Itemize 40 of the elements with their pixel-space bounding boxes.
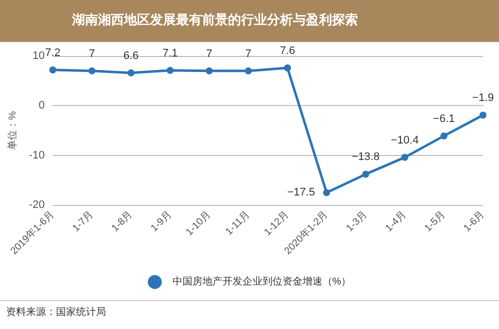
data-label: 7 <box>206 48 212 60</box>
data-label: −13.8 <box>352 151 380 164</box>
point <box>206 67 213 74</box>
x-tick-label: 1-9月 <box>148 209 174 234</box>
data-label: 7.6 <box>280 44 296 57</box>
point <box>362 170 370 178</box>
data-label: 7 <box>245 48 252 60</box>
point <box>440 132 448 140</box>
y-tick-label: 0 <box>38 100 45 112</box>
data-label: 7.1 <box>162 47 178 60</box>
x-tick-label: 1-4月 <box>384 209 409 234</box>
x-tick-label: 1-8月 <box>110 209 135 234</box>
legend-label: 中国房地产开发企业到位资金增速（%） <box>172 276 352 288</box>
x-tick-label: 1-6月 <box>462 209 487 234</box>
data-label: −10.4 <box>390 134 419 146</box>
data-label: 7.2 <box>45 46 60 59</box>
chart-title: 湖南湘西地区发展最有前景的行业分析与盈利探索 <box>0 0 499 42</box>
data-label: 7 <box>88 48 95 60</box>
data-label: 6.6 <box>123 50 139 62</box>
x-tick-label: 1-5月 <box>422 209 448 234</box>
y-tick-label: 10 <box>32 50 45 62</box>
point <box>244 67 252 74</box>
point <box>323 189 330 196</box>
y-tick-label: -20 <box>28 199 45 211</box>
text: 资料来源：国家统计局 <box>6 306 106 319</box>
data-label: −1.9 <box>472 92 494 104</box>
point <box>401 154 408 161</box>
data-label: −6.1 <box>433 112 455 125</box>
point <box>166 66 174 74</box>
data-label: −17.5 <box>287 186 316 199</box>
y-tick-label: -10 <box>28 149 45 162</box>
x-tick-label: 1-7月 <box>70 209 96 234</box>
y-axis-title: 单位：% <box>6 110 18 150</box>
x-tick-label: 1-3月 <box>344 209 370 234</box>
point <box>128 69 135 76</box>
point <box>480 112 486 119</box>
point <box>88 67 96 74</box>
x-tick-label: 1-11月 <box>224 209 252 238</box>
point <box>284 64 291 72</box>
point <box>49 66 56 74</box>
